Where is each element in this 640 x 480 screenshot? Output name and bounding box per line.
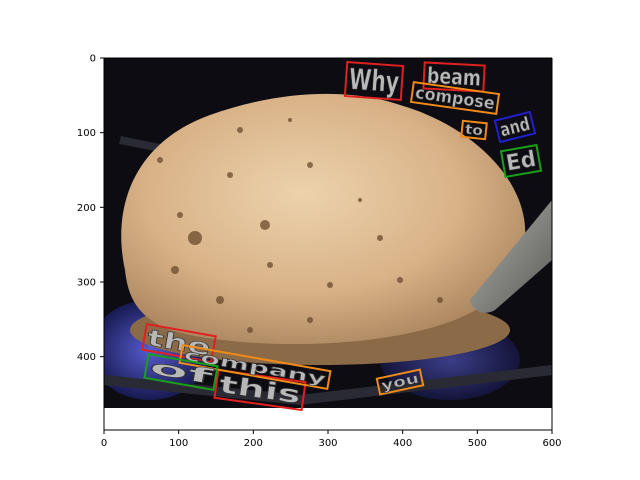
- word-box-outline: [141, 322, 217, 364]
- word-box-outline: [213, 368, 307, 412]
- word-box-outline: [375, 368, 425, 396]
- roti-spots: [157, 118, 443, 333]
- word-box-outline: [178, 343, 332, 391]
- roti-dome: [121, 93, 526, 345]
- roti-photo: [104, 58, 552, 408]
- x-ticks: 0 100 200 300 400 500 600: [101, 430, 562, 449]
- x-tick-label: 200: [244, 438, 263, 449]
- y-tick-label: 300: [77, 278, 96, 289]
- word-box-outline: [422, 61, 486, 93]
- spatula: [470, 200, 552, 313]
- word-text: to: [464, 122, 484, 140]
- word-box-why: Why: [343, 61, 405, 101]
- word-box-outline: [343, 61, 405, 101]
- word-box-outline: [460, 119, 488, 141]
- word-box-outline: [409, 80, 501, 116]
- y-tick-label: 100: [77, 128, 96, 139]
- word-box-outline: [499, 143, 543, 179]
- y-tick-label: 200: [77, 203, 96, 214]
- word-text: Ed: [504, 146, 538, 177]
- x-tick-label: 400: [393, 438, 412, 449]
- x-tick-label: 0: [101, 438, 107, 449]
- word-box-to: to: [460, 119, 488, 141]
- word-box-and: and: [493, 110, 537, 144]
- word-box-outline: [493, 110, 537, 144]
- y-tick-label: 0: [90, 54, 96, 65]
- stove-grate: [104, 365, 552, 406]
- word-text: Why: [348, 62, 400, 99]
- x-tick-label: 600: [542, 438, 561, 449]
- word-box-ed: Ed: [499, 143, 543, 179]
- y-ticks: 0 100 200 300 400: [77, 54, 104, 363]
- y-tick-label: 400: [77, 352, 96, 363]
- x-tick-label: 100: [169, 438, 188, 449]
- x-tick-label: 500: [468, 438, 487, 449]
- x-tick-label: 300: [318, 438, 337, 449]
- word-box-outline: [143, 352, 219, 392]
